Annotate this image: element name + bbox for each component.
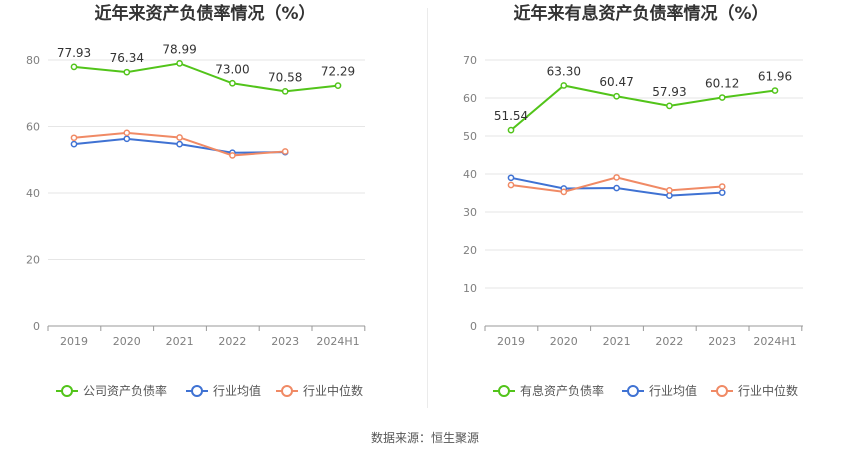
x-tick-label: 2024H1 xyxy=(316,335,359,348)
legend-marker-avg xyxy=(627,385,639,397)
data-point-main xyxy=(70,63,78,71)
data-point-avg xyxy=(70,140,78,148)
data-point-main xyxy=(507,126,515,134)
x-tick-label: 2023 xyxy=(271,335,299,348)
x-tick-label: 2021 xyxy=(603,335,631,348)
data-point-main xyxy=(123,68,131,76)
data-point-avg xyxy=(613,184,620,192)
data-point-main xyxy=(560,82,568,89)
legend-marker-median xyxy=(281,385,293,397)
y-tick-label: 60 xyxy=(26,121,40,134)
data-label: 77.93 xyxy=(57,46,91,60)
data-label: 72.29 xyxy=(321,65,355,79)
data-point-median xyxy=(176,134,183,141)
y-tick-label: 20 xyxy=(26,254,40,267)
x-tick-label: 2019 xyxy=(60,335,88,348)
x-tick-label: 2022 xyxy=(218,335,246,348)
debt-ratio-chart: 近年来资产负债率情况（%） 0 20 40 60 80 2019 2020 2021 2022 20… xyxy=(26,3,366,398)
x-tick-label: 2023 xyxy=(708,335,736,348)
data-label: 78.99 xyxy=(162,42,196,56)
y-tick-label: 50 xyxy=(463,130,477,143)
data-label: 57.93 xyxy=(652,85,686,99)
panel-divider xyxy=(427,8,428,408)
data-label: 61.96 xyxy=(758,70,792,84)
data-point-avg xyxy=(666,192,673,200)
data-label: 63.30 xyxy=(547,64,581,78)
data-point-avg xyxy=(718,189,726,196)
data-point-median xyxy=(507,181,515,189)
data-point-median xyxy=(229,152,236,159)
legend-label-main: 公司资产负债率 xyxy=(83,383,167,398)
y-tick-label: 80 xyxy=(26,54,40,67)
data-source-note: 数据来源：恒生聚源 xyxy=(370,431,479,445)
data-point-main xyxy=(334,82,342,89)
data-point-median xyxy=(560,188,568,196)
chart-title: 近年来有息资产负债率情况（%） xyxy=(513,3,768,24)
data-label: 73.00 xyxy=(215,62,249,76)
y-tick-label: 40 xyxy=(463,168,477,181)
interest-bearing-debt-ratio-chart: 近年来有息资产负债率情况（%） 0 10 20 30 40 50 60 70 2019 2020 20… xyxy=(463,3,803,398)
y-tick-label: 70 xyxy=(463,54,477,67)
y-tick-label: 30 xyxy=(463,206,477,219)
data-label: 51.54 xyxy=(494,109,528,123)
legend-marker-median xyxy=(716,385,728,397)
x-tick-label: 2020 xyxy=(113,335,141,348)
y-tick-label: 0 xyxy=(470,320,477,333)
data-point-avg xyxy=(123,135,131,143)
legend-marker-main xyxy=(61,385,73,397)
legend-label-avg: 行业均值 xyxy=(213,383,261,398)
y-tick-label: 10 xyxy=(463,282,477,295)
legend-label-main: 有息资产负债率 xyxy=(520,383,604,398)
data-point-avg xyxy=(176,140,183,148)
x-tick-label: 2024H1 xyxy=(753,335,796,348)
legend-marker-avg xyxy=(191,385,203,397)
data-point-median xyxy=(613,174,620,181)
x-tick-label: 2021 xyxy=(166,335,194,348)
data-point-main xyxy=(176,60,183,67)
x-tick-label: 2022 xyxy=(655,335,683,348)
y-tick-label: 20 xyxy=(463,244,477,257)
data-point-main xyxy=(281,87,289,95)
legend-label-avg: 行业均值 xyxy=(649,383,697,398)
data-point-median xyxy=(718,183,726,190)
data-label: 60.47 xyxy=(599,75,633,89)
data-point-main xyxy=(718,94,726,101)
data-point-median xyxy=(70,134,78,142)
data-point-main xyxy=(771,87,779,94)
y-tick-label: 40 xyxy=(26,187,40,200)
legend-label-median: 行业中位数 xyxy=(738,383,798,398)
chart-title: 近年来资产负债率情况（%） xyxy=(94,3,315,24)
x-tick-label: 2020 xyxy=(550,335,578,348)
y-tick-label: 60 xyxy=(463,92,477,105)
data-point-main xyxy=(229,79,236,87)
data-label: 76.34 xyxy=(110,51,144,65)
legend-label-median: 行业中位数 xyxy=(303,383,363,398)
series-line-main xyxy=(73,62,339,93)
data-point-median xyxy=(123,129,131,137)
legend-marker-main xyxy=(498,385,510,397)
data-point-avg xyxy=(507,174,515,182)
x-tick-label: 2019 xyxy=(497,335,525,348)
data-point-median xyxy=(281,148,289,155)
data-point-main xyxy=(613,92,620,100)
series-line-main xyxy=(510,84,776,131)
y-tick-label: 0 xyxy=(33,320,40,333)
data-label: 60.12 xyxy=(705,77,739,91)
data-label: 70.58 xyxy=(268,70,302,84)
data-point-main xyxy=(666,102,673,110)
data-point-median xyxy=(666,186,673,194)
